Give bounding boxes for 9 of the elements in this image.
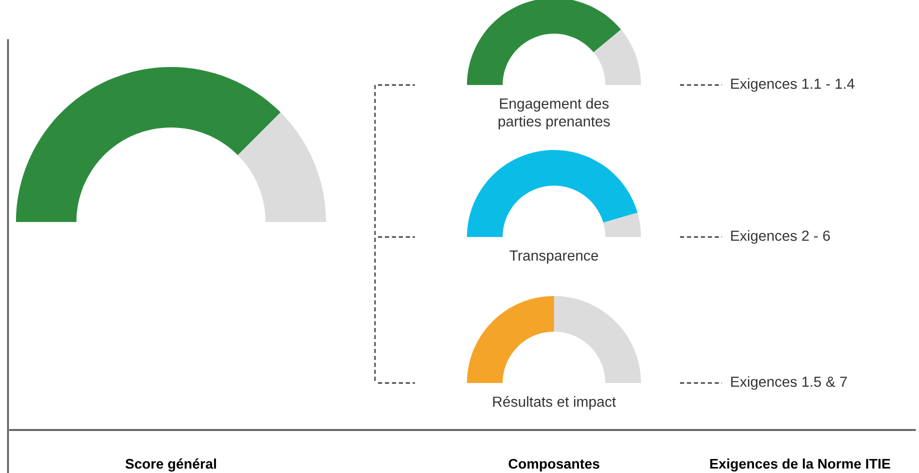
text: Transparence <box>510 250 598 264</box>
text: Résultats et impact <box>493 396 616 410</box>
text: Composantes <box>508 458 600 472</box>
text: Exigences 2 - 6 <box>731 230 830 244</box>
text: Engagement des parties prenantes <box>498 98 610 130</box>
text: Score général <box>125 458 216 472</box>
text: Exigences 1.1 - 1.4 <box>731 78 854 92</box>
text: Exigences 1.5 & 7 <box>731 376 847 390</box>
text: Exigences de la Norme ITIE <box>710 458 890 472</box>
